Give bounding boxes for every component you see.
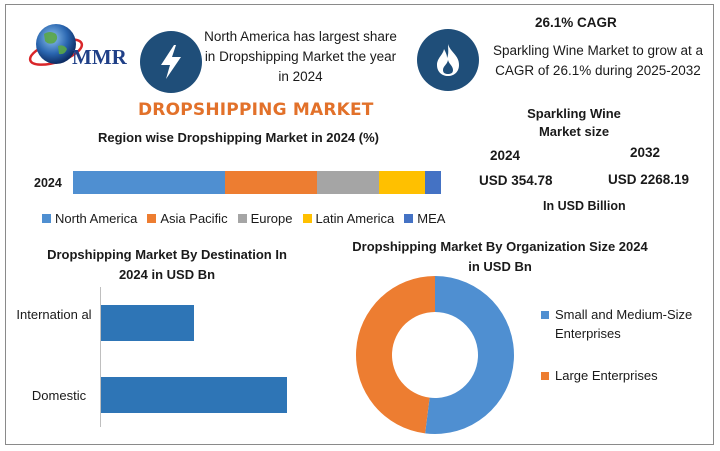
stacked-category-label: 2024	[34, 176, 62, 190]
bar-international	[101, 305, 194, 341]
legend-large: Large Enterprises	[541, 366, 701, 385]
lightning-bolt-icon	[140, 31, 202, 93]
legend-swatch-small-medium	[541, 311, 549, 319]
infographic-frame	[5, 4, 714, 445]
destination-axis	[100, 287, 101, 427]
cagr-text: Sparkling Wine Market to grow at a CAGR …	[492, 43, 704, 78]
logo-text: MMR	[72, 45, 128, 69]
legend-swatch-latin-america	[302, 214, 312, 223]
organization-donut-chart	[355, 276, 514, 434]
legend-label-north-america: North America	[55, 211, 138, 226]
legend-swatch-asia-pacific	[147, 214, 157, 223]
market-year-2024: 2024	[490, 148, 521, 163]
market-unit-label: In USD Billion	[543, 199, 626, 213]
globe-icon: MMR	[28, 24, 128, 69]
legend-small-medium: Small and Medium-Size Enterprises	[541, 305, 701, 343]
legend-label-asia-pacific: Asia Pacific	[160, 211, 228, 226]
destination-chart-title: Dropshipping Market By Destination In 20…	[47, 247, 287, 282]
legend-label-small-medium: Small and Medium-Size Enterprises	[555, 307, 693, 341]
legend-label-large: Large Enterprises	[555, 368, 658, 383]
legend-label-mea: MEA	[417, 211, 446, 226]
mmr-logo: MMR	[28, 18, 138, 80]
segment-mea	[425, 171, 441, 194]
north-america-share-text: North America has largest share in Drops…	[204, 29, 397, 84]
market-size-title: Sparkling Wine Market size	[527, 106, 621, 139]
legend-swatch-large	[541, 372, 549, 380]
segment-north-america	[73, 171, 226, 194]
legend-label-europe: Europe	[250, 211, 293, 226]
donut-slice-large	[355, 276, 435, 434]
market-value-2032: USD 2268.19	[608, 172, 690, 187]
market-year-2032: 2032	[630, 145, 661, 160]
chart-main-title: DROPSHIPPING MARKET	[138, 100, 374, 120]
region-chart-subtitle: Region wise Dropshipping Market in 2024 …	[98, 130, 379, 145]
region-legend: North America Asia Pacific Europe Latin …	[42, 211, 449, 226]
segment-latin-america	[379, 171, 426, 194]
organization-chart-title: Dropshipping Market By Organization Size…	[352, 239, 648, 274]
legend-label-latin-america: Latin America	[315, 211, 395, 226]
market-value-2024: USD 354.78	[479, 173, 553, 188]
segment-asia-pacific	[225, 171, 318, 194]
bar-domestic	[101, 377, 287, 413]
region-stacked-bar	[73, 171, 441, 194]
flame-icon	[417, 29, 479, 91]
legend-swatch-europe	[237, 214, 247, 223]
destination-label-domestic: Domestic	[31, 388, 87, 403]
donut-slice-small-medium	[425, 276, 514, 434]
segment-europe	[317, 171, 380, 194]
legend-swatch-north-america	[42, 214, 51, 223]
legend-swatch-mea	[404, 214, 414, 223]
cagr-title: 26.1% CAGR	[535, 15, 617, 30]
destination-label-international: Internation al	[16, 307, 92, 322]
